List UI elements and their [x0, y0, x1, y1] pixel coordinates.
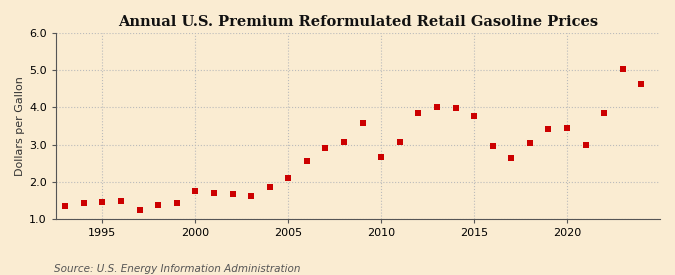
Title: Annual U.S. Premium Reformulated Retail Gasoline Prices: Annual U.S. Premium Reformulated Retail …	[118, 15, 598, 29]
Text: Source: U.S. Energy Information Administration: Source: U.S. Energy Information Administ…	[54, 264, 300, 274]
Y-axis label: Dollars per Gallon: Dollars per Gallon	[15, 76, 25, 176]
